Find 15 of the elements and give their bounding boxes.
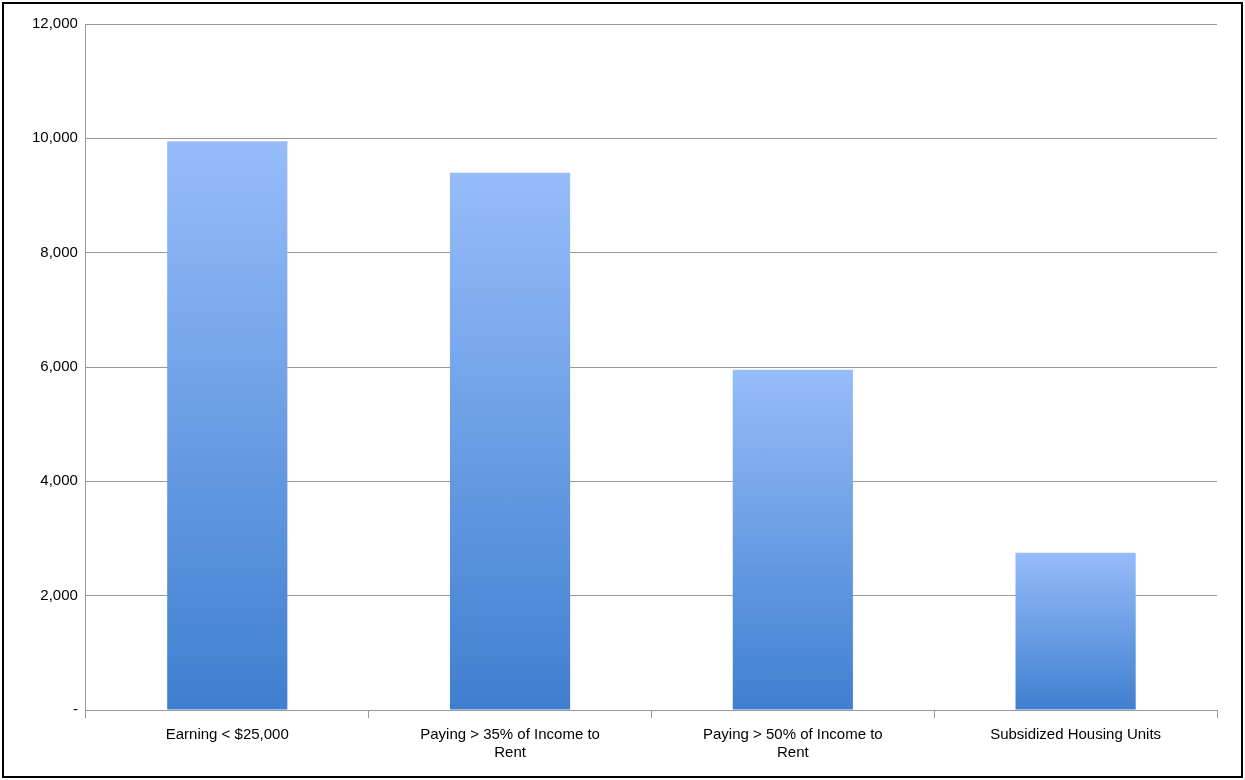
y-tick-label: 2,000 — [40, 585, 78, 603]
bar — [449, 172, 571, 710]
x-tick-label: Paying > 50% of Income to Rent — [702, 725, 883, 761]
x-tick-label: Subsidized Housing Units — [990, 725, 1162, 743]
y-tick-label: 10,000 — [31, 128, 78, 146]
bar — [732, 369, 853, 710]
y-tick-label: - — [72, 700, 78, 718]
bar — [167, 141, 288, 710]
bar — [1015, 552, 1136, 710]
y-tick-label: 12,000 — [31, 14, 78, 32]
x-tick-label: Earning < $25,000 — [165, 725, 289, 743]
x-tick-label: Paying > 35% of Income to Rent — [420, 725, 600, 761]
y-tick-label: 6,000 — [40, 357, 78, 375]
y-tick-label: 4,000 — [40, 471, 78, 489]
y-tick-label: 8,000 — [40, 242, 78, 260]
